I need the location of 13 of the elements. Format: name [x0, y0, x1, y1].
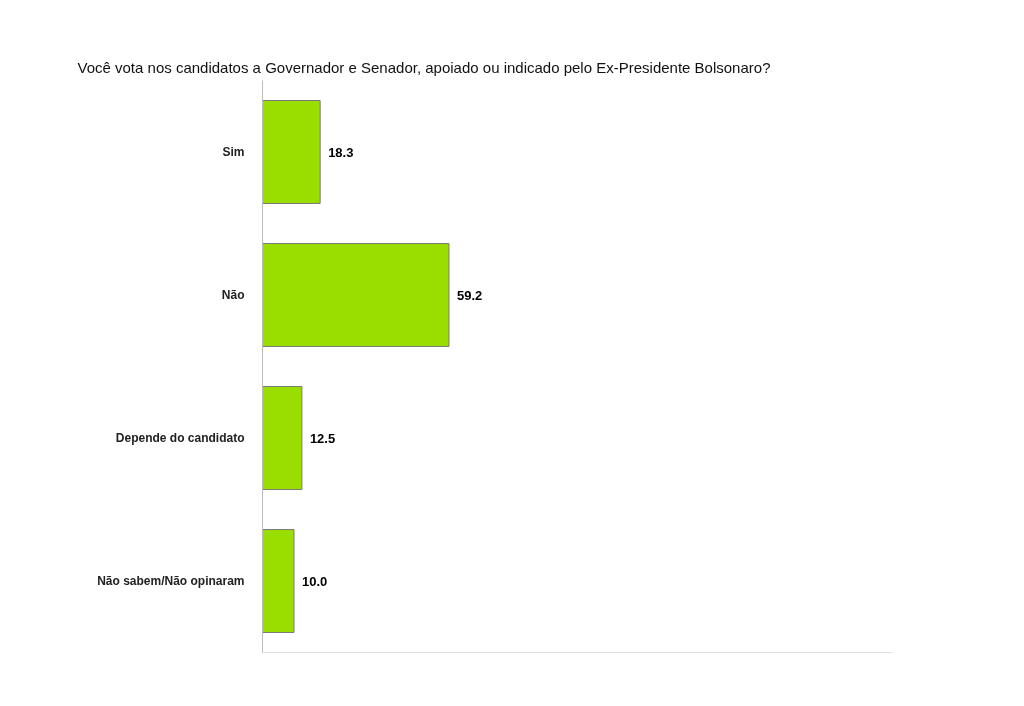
y-tick-label: Não: [221, 288, 245, 302]
bar: [262, 529, 295, 633]
y-tick-label: Depende do candidato: [115, 431, 245, 445]
data-label: 18.3: [328, 144, 354, 160]
data-label: 10.0: [302, 573, 328, 589]
data-label: 12.5: [309, 430, 336, 446]
chart-title: Você vota nos candidatos a Governador e Senador, apoiado ou indicado pelo Ex-Presidente Bolsonaro?: [77, 58, 771, 76]
bar: [262, 386, 303, 490]
bar: [262, 243, 450, 347]
y-tick-label: Não sabem/Não opinaram: [97, 574, 245, 588]
data-label: 59.2: [456, 287, 483, 303]
bar: [262, 100, 321, 204]
y-tick-label: Sim: [222, 145, 245, 159]
